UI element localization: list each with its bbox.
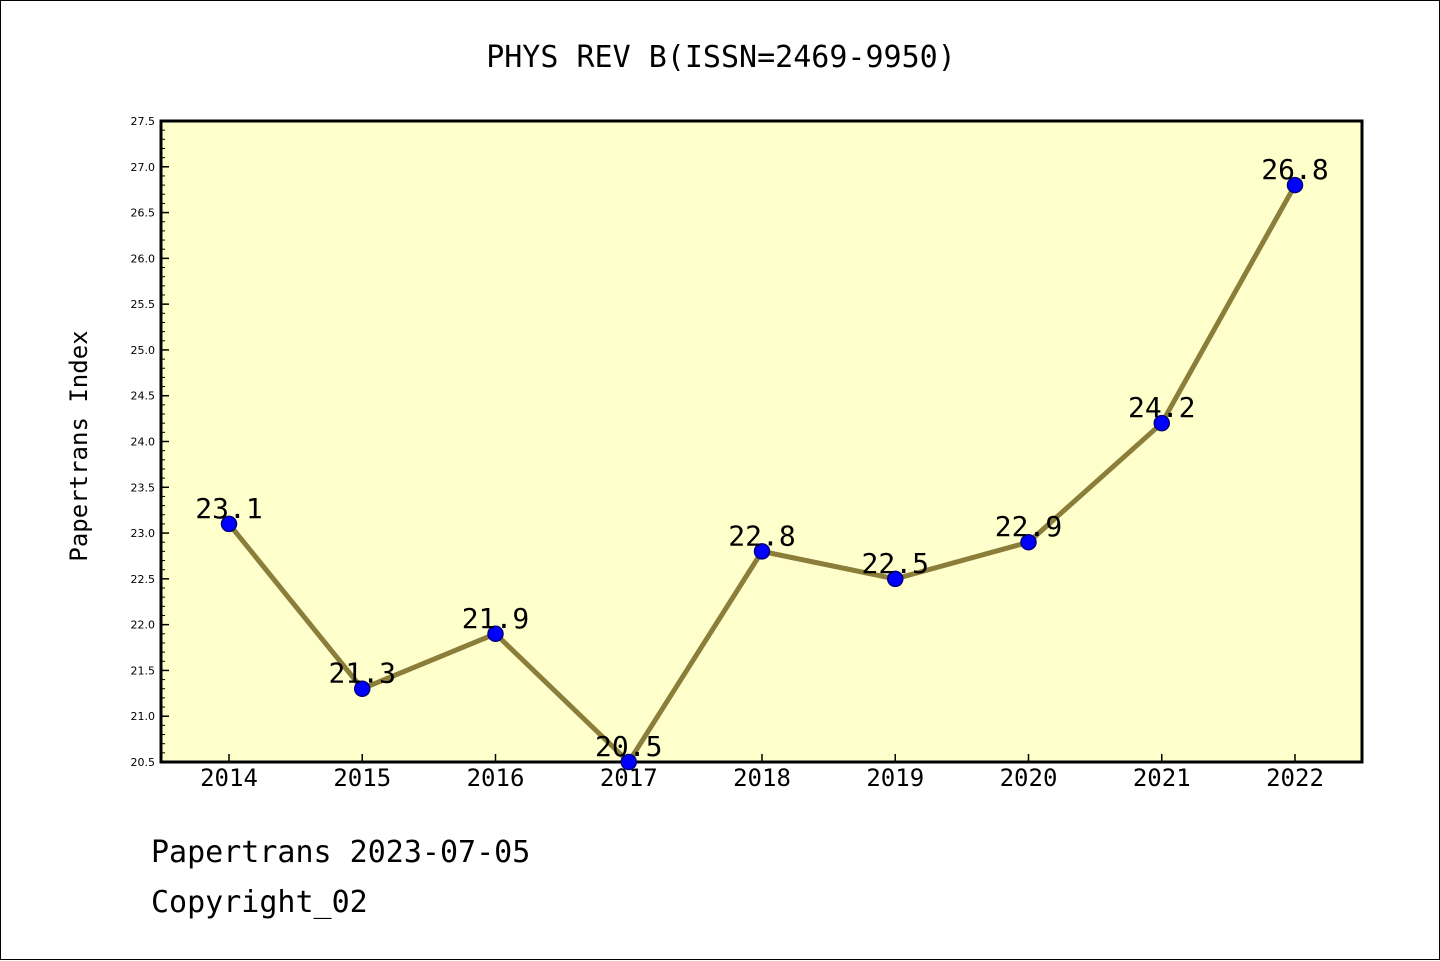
data-point — [887, 570, 904, 588]
y-tick-label: 20.5 — [131, 756, 156, 769]
y-tick-label: 22.0 — [131, 619, 156, 632]
y-axis-title: Papertrans Index — [65, 330, 93, 561]
chart-title: PHYS REV B(ISSN=2469-9950) — [486, 40, 956, 75]
data-point — [220, 515, 238, 533]
x-tick-label: 2018 — [733, 764, 791, 792]
y-tick-label: 25.0 — [131, 344, 156, 357]
y-tick-label: 21.5 — [131, 664, 156, 677]
series-layer: 23.1 21.3 21.9 20.5 22.8 22.5 22.9 24.2 26.8 — [195, 153, 1329, 771]
x-tick-label: 2021 — [1133, 764, 1191, 792]
y-tick-label: 26.0 — [131, 252, 156, 265]
data-point — [487, 625, 504, 643]
data-point — [354, 680, 371, 697]
data-label: 26.8 — [1261, 153, 1328, 186]
y-axis: 20.5 21.0 21.5 22.0 22.5 23.0 23.5 24.0 24.5 25.0… — [131, 115, 169, 769]
x-tick-label: 2014 — [200, 764, 258, 792]
x-tick-label: 2019 — [866, 764, 924, 792]
y-tick-label: 26.5 — [131, 207, 156, 220]
data-label: 22.8 — [728, 519, 795, 552]
y-tick-label: 22.5 — [131, 573, 156, 586]
x-tick-label: 2022 — [1266, 764, 1324, 792]
footer-date: Papertrans 2023-07-05 — [151, 835, 531, 870]
y-tick-label: 24.5 — [131, 390, 156, 403]
data-label: 20.5 — [595, 730, 662, 763]
y-tick-label: 27.5 — [131, 115, 156, 128]
data-label: 21.9 — [462, 602, 529, 635]
footer-copyright: Copyright_02 — [151, 885, 368, 920]
y-tick-label: 21.0 — [131, 710, 156, 723]
y-tick-label: 24.0 — [131, 436, 156, 449]
x-tick-label: 2020 — [1000, 764, 1058, 792]
data-point — [1020, 533, 1037, 551]
data-label: 21.3 — [329, 657, 396, 690]
data-label: 23.1 — [195, 492, 262, 525]
y-tick-label: 27.0 — [131, 161, 156, 174]
data-label: 22.9 — [995, 510, 1062, 543]
y-tick-label: 25.5 — [131, 298, 156, 311]
data-point — [1286, 176, 1304, 194]
data-point — [620, 753, 637, 771]
data-label: 24.2 — [1128, 391, 1195, 424]
x-tick-label: 2015 — [333, 764, 391, 792]
data-label: 22.5 — [862, 547, 929, 580]
plot-area — [159, 119, 1364, 764]
data-point — [1153, 414, 1170, 432]
y-tick-label: 23.0 — [131, 527, 156, 540]
data-point — [753, 543, 771, 560]
x-tick-label: 2016 — [467, 764, 525, 792]
y-tick-label: 23.5 — [131, 481, 156, 494]
